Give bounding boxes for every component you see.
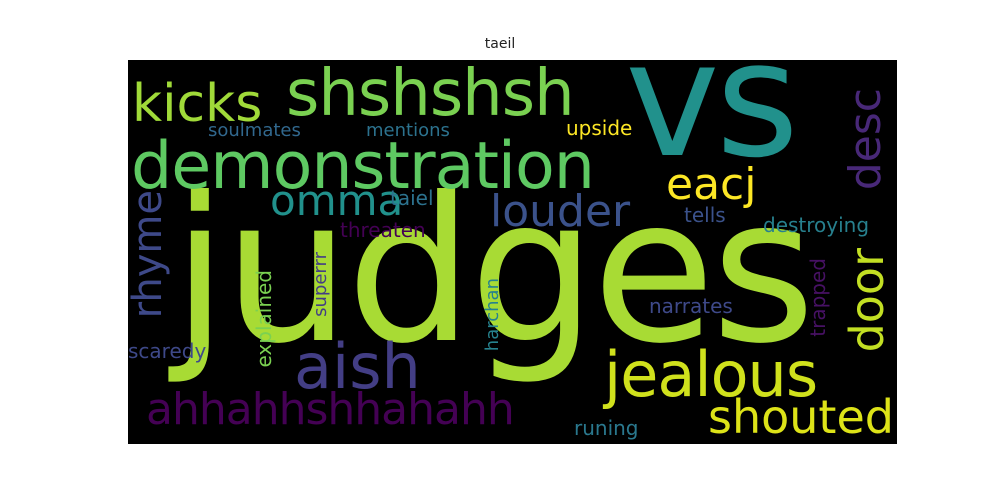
chart-title: taeil bbox=[484, 36, 516, 52]
word-rhyme: rhyme bbox=[128, 190, 171, 319]
word-explained: explained bbox=[252, 270, 276, 368]
word-narrates: narrates bbox=[649, 294, 733, 318]
word-taiel: taiel bbox=[390, 186, 434, 210]
word-scaredy: scaredy bbox=[128, 339, 207, 363]
word-shshshsh: shshshsh bbox=[286, 60, 575, 131]
word-cloud: judges vs demonstration shshshsh kicks j… bbox=[128, 60, 897, 444]
word-threaten: threaten bbox=[340, 218, 426, 242]
word-jealous: jealous bbox=[604, 338, 818, 411]
word-mentions: mentions bbox=[366, 120, 450, 141]
word-tells: tells bbox=[684, 203, 726, 227]
word-harchan: harchan bbox=[482, 278, 503, 352]
word-ahhahhshhahahh: ahhahhshhahahh bbox=[146, 384, 515, 435]
word-judges: judges bbox=[172, 155, 815, 388]
word-kicks: kicks bbox=[132, 74, 263, 134]
word-desc: desc bbox=[840, 88, 891, 191]
word-aish: aish bbox=[294, 330, 421, 403]
word-destroying: destroying bbox=[763, 213, 870, 237]
word-shouted: shouted bbox=[708, 390, 894, 444]
word-runing: runing bbox=[574, 416, 639, 440]
word-soulmates: soulmates bbox=[208, 120, 301, 141]
word-omma: omma bbox=[270, 176, 404, 225]
word-door: door bbox=[840, 248, 894, 353]
word-demonstration: demonstration bbox=[131, 129, 595, 204]
word-upside: upside bbox=[566, 116, 633, 140]
word-eacj: eacj bbox=[666, 159, 757, 210]
word-louder: louder bbox=[490, 186, 631, 237]
word-vs: vs bbox=[625, 60, 799, 193]
word-superrr: superrr bbox=[310, 252, 331, 317]
word-trapped: trapped bbox=[806, 258, 830, 337]
